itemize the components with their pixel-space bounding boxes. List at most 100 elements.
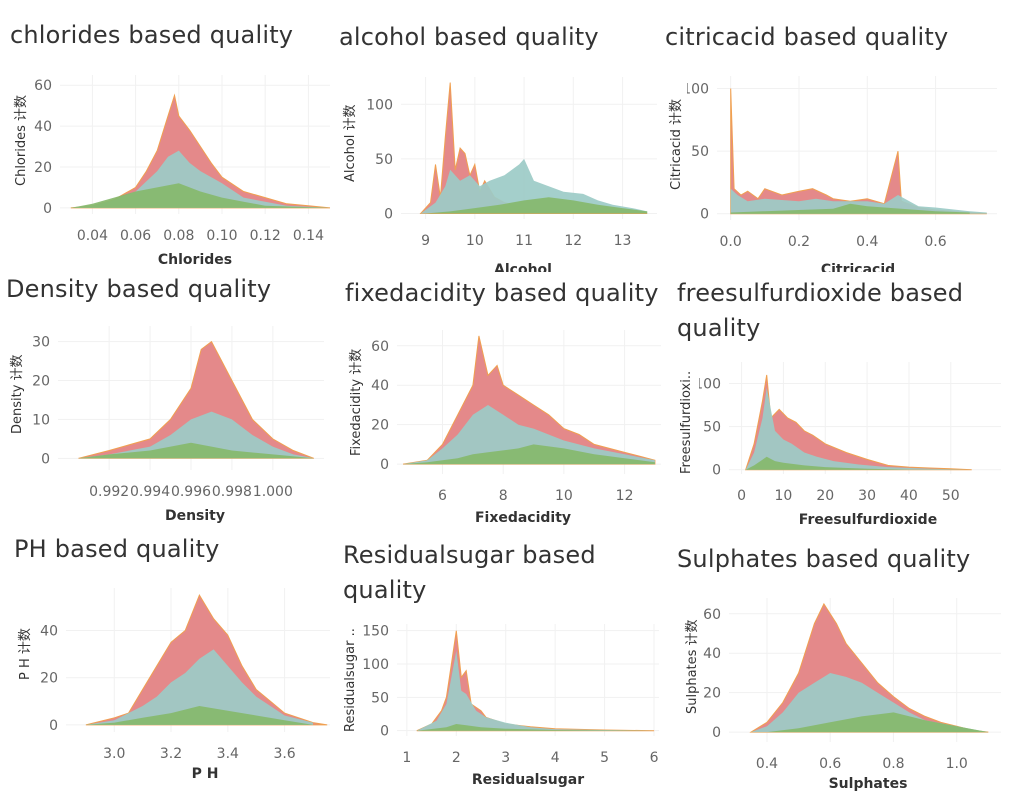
x-tick-label: 0.10 bbox=[206, 228, 237, 242]
x-axis-label: Freesulfurdioxide bbox=[798, 512, 938, 528]
x-tick-label: 3 bbox=[501, 750, 510, 766]
area-series-1 bbox=[70, 93, 331, 209]
x-tick-label: 0.2 bbox=[788, 234, 810, 250]
chart-panel-residualsugar: Residualsugar based quality Residualsuga… bbox=[333, 530, 663, 802]
y-tick-label: 40 bbox=[34, 119, 52, 135]
y-tick-label: 100 bbox=[366, 97, 393, 113]
x-axis-label: P H bbox=[191, 766, 219, 782]
x-tick-label: 1.0 bbox=[946, 756, 968, 772]
area-series-3 bbox=[730, 203, 970, 214]
area-series-3 bbox=[78, 442, 314, 459]
y-tick-label: 20 bbox=[34, 160, 52, 176]
area-series-3 bbox=[425, 197, 648, 214]
area-series-2 bbox=[78, 411, 314, 459]
x-tick-label: 1.000 bbox=[253, 484, 293, 500]
x-tick-label: 0.4 bbox=[756, 756, 778, 772]
y-axis-label: Freesulfurdioxi.. bbox=[679, 370, 694, 474]
area-series-2 bbox=[420, 158, 648, 214]
y-tick-label: 60 bbox=[34, 78, 52, 94]
y-tick-label: 50 bbox=[371, 690, 389, 706]
x-tick-label: 8 bbox=[499, 488, 508, 504]
chart-title: alcohol based quality bbox=[339, 23, 599, 51]
area-series-3 bbox=[745, 456, 909, 470]
chart-title: chlorides based quality bbox=[10, 21, 294, 49]
chart-title: Residualsugar based quality bbox=[343, 541, 596, 604]
x-tick-label: 30 bbox=[858, 488, 876, 504]
x-tick-label: 10 bbox=[466, 233, 484, 249]
x-tick-label: 0.14 bbox=[293, 228, 324, 242]
y-tick-label: 50 bbox=[375, 152, 393, 168]
x-tick-label: 12 bbox=[616, 488, 634, 504]
x-tick-label: 3.2 bbox=[160, 746, 182, 762]
y-tick-label: 0 bbox=[43, 201, 52, 217]
x-axis-label: Sulphates bbox=[828, 776, 908, 792]
y-tick-label: 100 bbox=[363, 657, 389, 673]
area-series-2 bbox=[730, 188, 987, 214]
y-tick-label: 50 bbox=[703, 420, 721, 436]
x-axis-label: Fixedacidity bbox=[474, 510, 572, 526]
x-tick-label: 5 bbox=[600, 750, 609, 766]
x-tick-label: 13 bbox=[614, 233, 632, 249]
area-series-3 bbox=[85, 706, 314, 725]
y-tick-label: 60 bbox=[371, 339, 389, 355]
y-tick-label: 0 bbox=[384, 207, 393, 223]
chart-panel-alcohol: alcohol based quality Alcohol 计数 0 50 100 9… bbox=[333, 12, 663, 280]
x-tick-label: 20 bbox=[816, 488, 834, 504]
y-tick-label: 20 bbox=[32, 373, 50, 389]
x-tick-label: 0.12 bbox=[250, 228, 281, 242]
x-tick-label: 0.992 bbox=[89, 484, 129, 500]
x-tick-label: 12 bbox=[564, 233, 582, 249]
x-axis-label: Density bbox=[164, 508, 226, 524]
x-tick-label: 10 bbox=[555, 488, 573, 504]
area-series-2 bbox=[403, 405, 655, 465]
x-tick-label: 10 bbox=[774, 488, 792, 504]
y-tick-label: 40 bbox=[371, 378, 389, 394]
chart-panel-citricacid: citricacid based quality Citricacid 计数 0… bbox=[663, 6, 1003, 280]
x-tick-label: 0.6 bbox=[924, 234, 946, 250]
x-tick-label: 40 bbox=[900, 488, 918, 504]
y-tick-label: 10 bbox=[32, 412, 50, 428]
chart-panel-freesulfurdioxide: freesulfurdioxide based quality Freesulf… bbox=[663, 272, 1003, 530]
y-axis-label: Chlorides 计数 bbox=[14, 95, 29, 186]
x-tick-label: 3.4 bbox=[217, 746, 239, 762]
x-tick-label: 0.8 bbox=[882, 756, 904, 772]
chart-plot: 0 20 40 3.0 3.2 3.4 3.6 bbox=[40, 588, 330, 762]
x-tick-label: 1 bbox=[402, 750, 411, 766]
y-tick-label: 0 bbox=[380, 457, 389, 473]
chart-title: freesulfurdioxide based quality bbox=[677, 279, 964, 342]
chart-panel-chlorides: chlorides based quality Chlorides 计数 0 20… bbox=[0, 12, 333, 274]
x-tick-label: 0.06 bbox=[120, 228, 151, 242]
x-tick-label: 3.6 bbox=[273, 746, 295, 762]
x-tick-label: 0.08 bbox=[163, 228, 194, 242]
chart-plot: 0 50 100 0.0 0.2 0.4 0.6 bbox=[687, 76, 997, 250]
y-tick-label: 0 bbox=[49, 718, 58, 734]
y-tick-label: 20 bbox=[371, 418, 389, 434]
x-tick-label: 0.4 bbox=[856, 234, 878, 250]
y-tick-label: 20 bbox=[703, 686, 721, 702]
y-tick-label: 30 bbox=[32, 335, 50, 351]
chart-title: PH based quality bbox=[14, 535, 220, 563]
y-tick-label: 100 bbox=[687, 82, 709, 98]
chart-plot: 0 50 100 9 10 11 12 13 bbox=[366, 77, 657, 249]
y-axis-label: Citricacid 计数 bbox=[669, 98, 684, 190]
y-axis-label: Residualsugar .. bbox=[343, 628, 358, 732]
y-axis-label: P H 计数 bbox=[18, 628, 33, 680]
x-axis-label: Residualsugar bbox=[471, 772, 585, 788]
x-tick-label: 2 bbox=[452, 750, 461, 766]
x-tick-label: 9 bbox=[421, 233, 430, 249]
y-tick-label: 0 bbox=[380, 724, 389, 740]
y-axis-label: Alcohol 计数 bbox=[343, 104, 358, 182]
x-tick-label: 0.0 bbox=[720, 234, 742, 250]
y-tick-label: 0 bbox=[712, 463, 721, 479]
chart-plot: 0 20 40 60 0.04 0.06 0.08 0.10 0.12 0.14 bbox=[34, 75, 331, 242]
chart-plot: 0 20 40 60 6 8 10 12 bbox=[371, 330, 661, 504]
area-series-3 bbox=[403, 444, 655, 465]
y-tick-label: 0 bbox=[700, 207, 709, 223]
x-tick-label: 0.998 bbox=[212, 484, 252, 500]
chart-plot: 0 50 100 150 1 2 3 4 5 6 bbox=[363, 624, 659, 766]
y-axis-label: Sulphates 计数 bbox=[685, 619, 700, 714]
x-tick-label: 0 bbox=[737, 488, 746, 504]
x-tick-label: 50 bbox=[942, 488, 960, 504]
y-tick-label: 150 bbox=[363, 624, 389, 640]
y-tick-label: 40 bbox=[703, 646, 721, 662]
